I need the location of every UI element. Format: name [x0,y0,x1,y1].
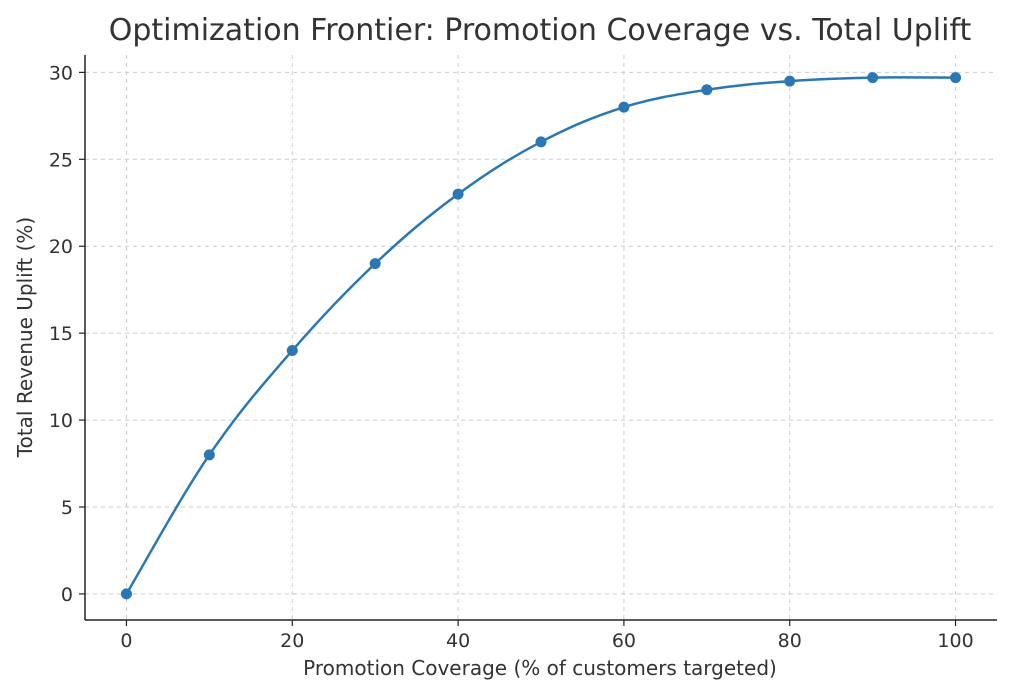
data-point [203,449,215,461]
y-tick-label: 10 [49,410,73,432]
data-point [950,72,962,84]
chart-title: Optimization Frontier: Promotion Coverag… [109,13,972,48]
data-point [784,75,796,87]
y-axis-label: Total Revenue Uplift (%) [13,217,37,458]
grid [85,55,997,620]
data-point [701,84,713,96]
x-tick-label: 40 [446,630,470,652]
data-point [452,188,464,200]
x-tick-label: 0 [120,630,132,652]
y-tick-label: 25 [49,149,73,171]
data-point [535,136,547,148]
data-point [120,588,132,600]
x-axis-label: Promotion Coverage (% of customers targe… [303,656,777,680]
axes [84,55,997,621]
ticks: 0 20 40 60 80 100 0 5 10 15 20 25 30 [49,62,974,652]
y-tick-label: 20 [49,236,73,258]
data-point [867,72,879,84]
x-tick-label: 20 [280,630,304,652]
series-group [120,72,962,600]
data-point [286,345,298,357]
y-tick-label: 30 [49,62,73,84]
data-point [618,101,630,113]
y-tick-label: 5 [61,497,73,519]
y-tick-label: 15 [49,323,73,345]
data-point [369,258,381,270]
x-tick-label: 100 [937,630,973,652]
x-tick-label: 80 [778,630,802,652]
series-line [125,76,956,595]
y-tick-label: 0 [61,584,73,606]
x-tick-label: 60 [612,630,636,652]
